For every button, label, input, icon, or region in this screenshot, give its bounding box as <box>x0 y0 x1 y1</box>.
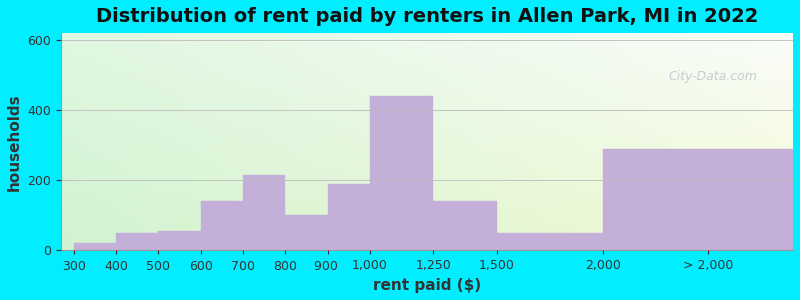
Bar <box>434 201 497 250</box>
Bar <box>286 215 328 250</box>
Bar <box>158 231 201 250</box>
Bar <box>243 175 286 250</box>
Bar <box>201 201 243 250</box>
Y-axis label: households: households <box>7 93 22 190</box>
Title: Distribution of rent paid by renters in Allen Park, MI in 2022: Distribution of rent paid by renters in … <box>96 7 758 26</box>
Bar <box>370 96 434 250</box>
Bar <box>74 244 116 250</box>
X-axis label: rent paid ($): rent paid ($) <box>373 278 481 293</box>
Bar <box>328 184 370 250</box>
Bar <box>497 233 602 250</box>
Bar <box>602 149 793 250</box>
Text: City-Data.com: City-Data.com <box>669 70 758 83</box>
Bar <box>116 233 158 250</box>
